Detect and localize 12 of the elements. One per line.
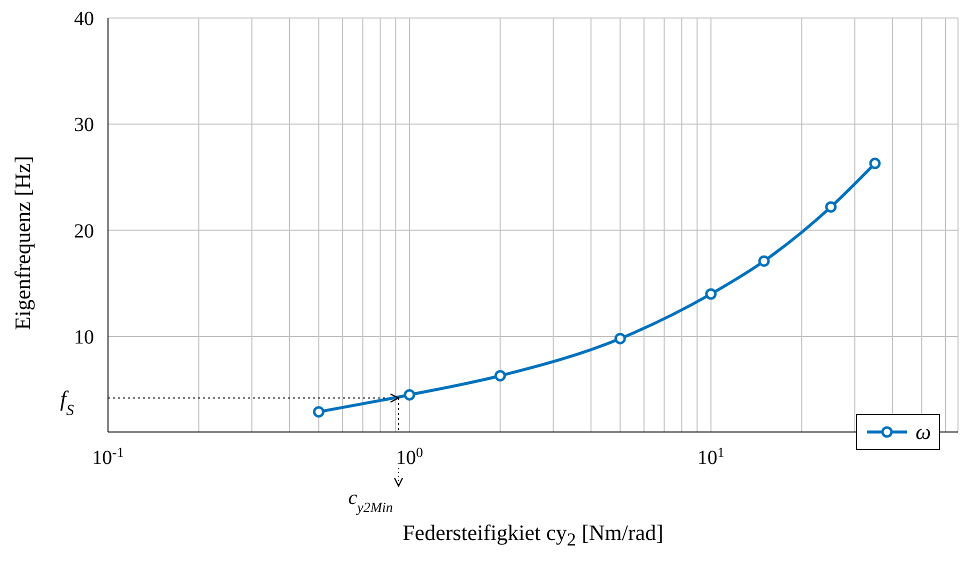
ref-line-label: c$_{y2Min}$ xyxy=(348,487,393,516)
x-tick-label: 10$^{1}$ xyxy=(697,446,724,469)
y-tick-label: 30 xyxy=(74,114,94,136)
y-axis-title: Eigenfrequenz [Hz] xyxy=(10,156,36,330)
x-axis-title: Federsteifigkiet cy$_{2}$ [Nm/rad] xyxy=(402,520,664,550)
y-tick-label: 40 xyxy=(74,8,94,30)
x-tick-label: 10$^{0}$ xyxy=(396,446,423,469)
y-tick-label: 10 xyxy=(74,326,94,348)
legend-label: ω xyxy=(915,419,931,445)
x-tick-label: 10$^{-1}$ xyxy=(92,446,124,469)
y-tick-label: 20 xyxy=(74,220,94,242)
ref-line-label: f$_{S}$ xyxy=(60,386,74,419)
